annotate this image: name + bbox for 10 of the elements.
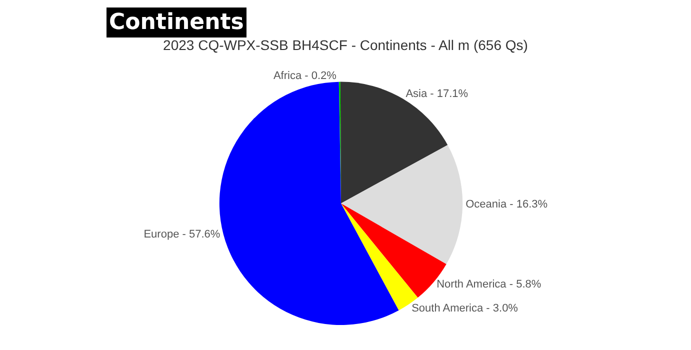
pie-slice (219, 82, 399, 325)
slice-label: Europe - 57.6% (144, 228, 220, 241)
slice-label: Asia - 17.1% (406, 88, 468, 100)
chart-title: 2023 CQ-WPX-SSB BH4SCF - Continents - All m (656 Qs) (163, 37, 528, 54)
slice-label: North America - 5.8% (436, 278, 542, 291)
slice-label: South America - 3.0% (412, 302, 518, 315)
text: Continents (109, 10, 244, 35)
pie-slice (341, 144, 463, 264)
slice-label: Africa - 0.2% (273, 70, 337, 82)
slice-label: Oceania - 16.3% (466, 198, 548, 211)
